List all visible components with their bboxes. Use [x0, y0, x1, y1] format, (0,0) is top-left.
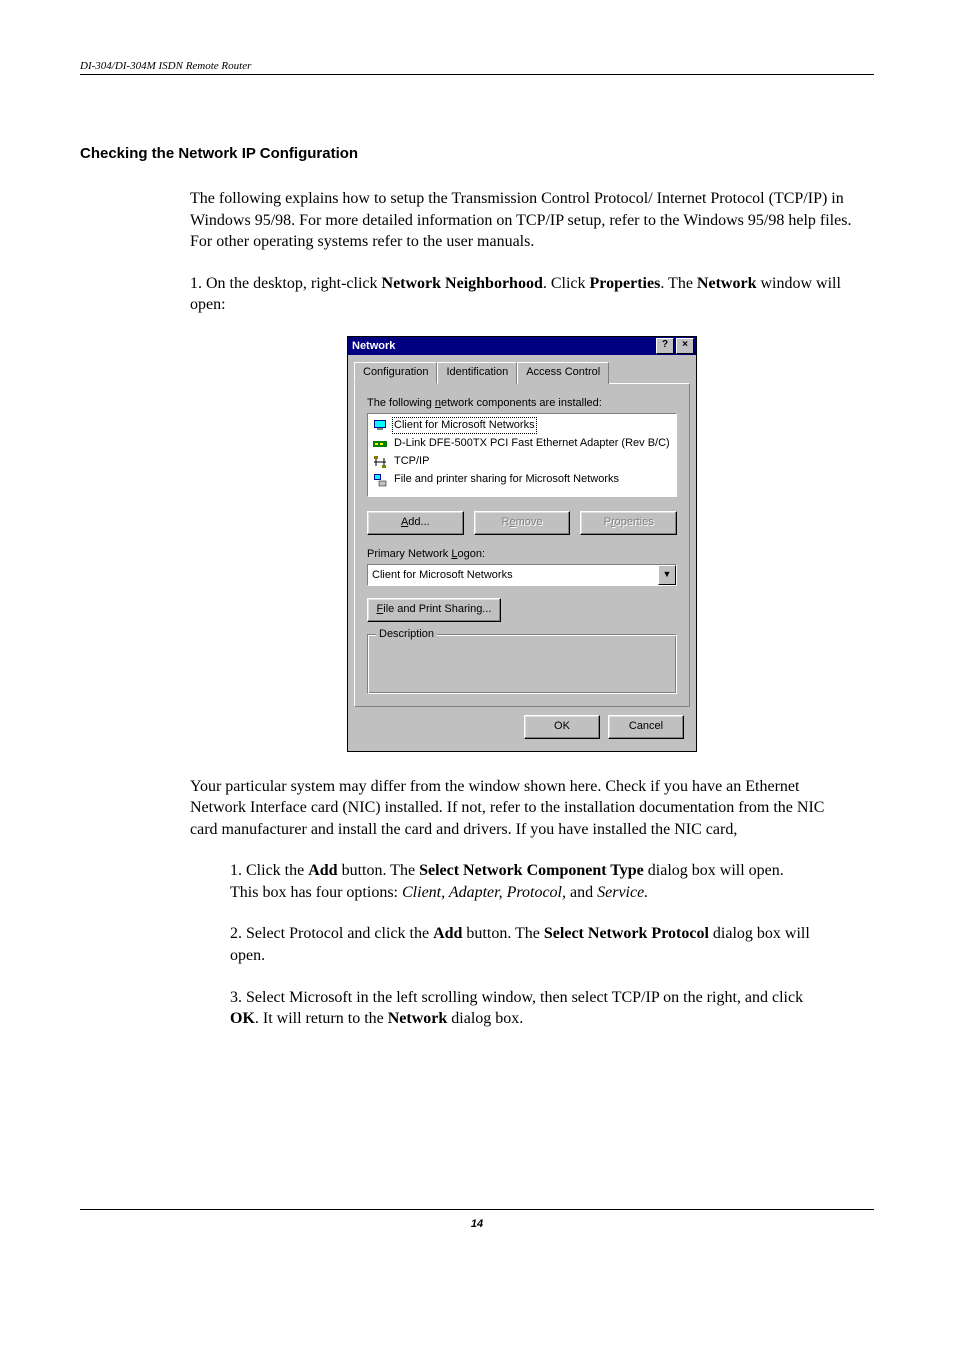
- titlebar[interactable]: Network ? ×: [348, 337, 696, 355]
- paragraph-intro: The following explains how to setup the …: [190, 188, 854, 253]
- remove-button[interactable]: Remove: [474, 511, 571, 535]
- section-heading: Checking the Network IP Configuration: [80, 145, 874, 162]
- substep-1: 1. Click the Add button. The Select Netw…: [230, 860, 814, 903]
- list-item[interactable]: D-Link DFE-500TX PCI Fast Ethernet Adapt…: [370, 435, 674, 453]
- list-item-label: TCP/IP: [392, 454, 431, 469]
- protocol-icon: [372, 454, 388, 470]
- italic-text: Client, Adapter, Protocol,: [402, 884, 566, 901]
- button-row: Add... Remove Properties: [367, 511, 677, 535]
- text: operties: [615, 516, 654, 528]
- bold-text: Network: [388, 1010, 448, 1027]
- text: and: [566, 884, 597, 901]
- text: 3. Select Microsoft in the left scrollin…: [230, 989, 803, 1006]
- text: move: [516, 516, 543, 528]
- tab-access-control[interactable]: Access Control: [517, 362, 609, 384]
- content-block: The following explains how to setup the …: [190, 188, 854, 1030]
- tab-configuration[interactable]: Configuration: [354, 362, 437, 384]
- list-item[interactable]: TCP/IP: [370, 453, 674, 471]
- page-footer: 14: [80, 1209, 874, 1230]
- bold-text: OK: [230, 1010, 255, 1027]
- close-button[interactable]: ×: [676, 338, 694, 354]
- list-item[interactable]: Client for Microsoft Networks: [370, 416, 674, 435]
- cancel-button[interactable]: Cancel: [608, 715, 684, 739]
- text: ogon:: [457, 548, 485, 560]
- text: dd...: [408, 516, 429, 528]
- titlebar-buttons: ? ×: [656, 338, 694, 354]
- text: Primary Network: [367, 548, 451, 560]
- bold-text: Select Network Protocol: [544, 925, 709, 942]
- text: 2. Select Protocol and click the: [230, 925, 433, 942]
- dialog-body: Configuration Identification Access Cont…: [348, 355, 696, 751]
- service-icon: [372, 472, 388, 488]
- list-item-label: File and printer sharing for Microsoft N…: [392, 472, 621, 487]
- adapter-icon: [372, 436, 388, 452]
- text: . It will return to the: [255, 1010, 388, 1027]
- dialog-title: Network: [352, 339, 395, 354]
- text: button. The: [338, 862, 419, 879]
- chevron-down-icon[interactable]: ▼: [658, 565, 676, 585]
- paragraph-step1: 1. On the desktop, right-click Network N…: [190, 273, 854, 316]
- text: . The: [660, 275, 697, 292]
- text: . Click: [543, 275, 590, 292]
- tab-identification[interactable]: Identification: [437, 362, 517, 384]
- description-group: Description: [367, 634, 677, 694]
- bold-text: Add: [433, 925, 462, 942]
- add-button[interactable]: Add...: [367, 511, 464, 535]
- text: button. The: [462, 925, 543, 942]
- help-button[interactable]: ?: [656, 338, 674, 354]
- dialog-wrap: Network ? × Configuration Identification…: [190, 336, 854, 752]
- properties-button[interactable]: Properties: [580, 511, 677, 535]
- file-print-sharing-button[interactable]: File and Print Sharing...: [367, 598, 501, 622]
- text: 1. Click the: [230, 862, 308, 879]
- sub-steps: 1. Click the Add button. The Select Netw…: [230, 860, 814, 1030]
- components-listbox[interactable]: Client for Microsoft Networks D-Link DFE…: [367, 413, 677, 497]
- combo-value: Client for Microsoft Networks: [368, 565, 658, 585]
- paragraph-after-dialog: Your particular system may differ from t…: [190, 776, 854, 841]
- bold-text: Network Neighborhood: [382, 275, 543, 292]
- list-label: The following network components are ins…: [367, 396, 677, 411]
- bold-text: Add: [308, 862, 337, 879]
- dialog-footer: OK Cancel: [354, 707, 690, 745]
- primary-logon-label: Primary Network Logon:: [367, 547, 677, 562]
- bold-text: Select Network Component Type: [419, 862, 644, 879]
- substep-2: 2. Select Protocol and click the Add but…: [230, 923, 814, 966]
- text: dialog box.: [447, 1010, 523, 1027]
- tabstrip: Configuration Identification Access Cont…: [354, 362, 690, 384]
- network-dialog: Network ? × Configuration Identification…: [347, 336, 697, 752]
- header-text: DI-304/DI-304M ISDN Remote Router: [80, 60, 874, 75]
- text: P: [604, 516, 611, 528]
- italic-text: Service.: [597, 884, 648, 901]
- primary-logon-combo[interactable]: Client for Microsoft Networks ▼: [367, 564, 677, 586]
- text: The following: [367, 397, 435, 409]
- text: etwork components are installed:: [441, 397, 602, 409]
- text: ile and Print Sharing...: [383, 603, 491, 615]
- tabpanel: The following network components are ins…: [354, 383, 690, 707]
- list-item[interactable]: File and printer sharing for Microsoft N…: [370, 471, 674, 489]
- page-number: 14: [471, 1218, 483, 1230]
- substep-3: 3. Select Microsoft in the left scrollin…: [230, 987, 814, 1030]
- text: 1. On the desktop, right-click: [190, 275, 382, 292]
- ok-button[interactable]: OK: [524, 715, 600, 739]
- list-item-label: D-Link DFE-500TX PCI Fast Ethernet Adapt…: [392, 436, 672, 451]
- client-icon: [372, 417, 388, 433]
- bold-text: Network: [697, 275, 757, 292]
- list-item-label: Client for Microsoft Networks: [392, 417, 537, 434]
- group-title: Description: [376, 627, 437, 642]
- bold-text: Properties: [590, 275, 661, 292]
- page: DI-304/DI-304M ISDN Remote Router Checki…: [0, 0, 954, 1270]
